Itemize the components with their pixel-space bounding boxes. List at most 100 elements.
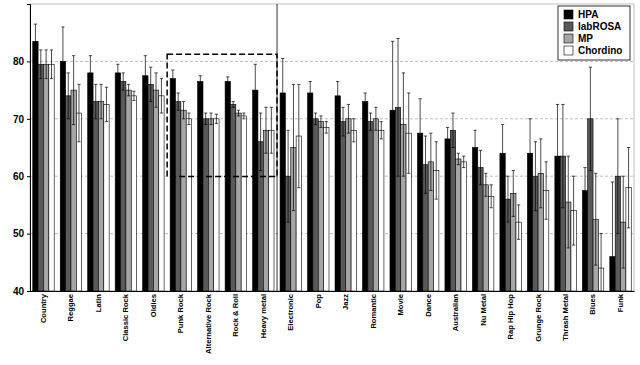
y-tick-label: 80: [13, 56, 25, 67]
y-tick-mark: [27, 61, 30, 62]
x-tick: Movie: [396, 291, 405, 316]
x-tick-label: Alternative Rock: [204, 293, 213, 354]
x-tick-label: Grunge Rock: [534, 293, 543, 341]
error-bar: [473, 130, 476, 164]
error-bar: [209, 113, 212, 124]
x-tick-label: Latin: [94, 294, 103, 313]
error-bar: [314, 113, 317, 124]
x-tick: Pop: [314, 291, 323, 308]
error-bar: [364, 93, 367, 110]
legend: HPAlabROSAMPChordino: [558, 6, 630, 60]
chart: 4050607080CountryReggaeLatinClassic Rock…: [0, 0, 640, 365]
error-bar: [479, 150, 482, 184]
error-bar: [583, 168, 586, 214]
bar: [461, 162, 466, 291]
bar: [198, 81, 203, 291]
error-bar: [484, 173, 487, 196]
error-bar: [171, 70, 174, 87]
bar: [126, 90, 131, 291]
y-tick: 50: [13, 228, 30, 239]
x-tick-label: Dance: [424, 294, 433, 317]
error-bar: [39, 50, 42, 79]
bar: [115, 73, 120, 291]
error-bar: [160, 79, 163, 113]
x-tick-label: Rock & Roll: [231, 294, 240, 337]
error-bar: [67, 73, 70, 119]
x-tick: Romantic: [369, 291, 378, 329]
bar: [263, 130, 268, 291]
x-tick-label: Rap Hip Hop: [506, 294, 515, 340]
error-bar: [506, 176, 509, 222]
bar: [472, 148, 477, 292]
bar: [38, 64, 43, 291]
error-bar: [429, 133, 432, 190]
bar: [241, 116, 246, 291]
legend-item: HPA: [564, 9, 598, 20]
x-tick: Punk Rock: [176, 291, 185, 333]
x-tick: Australian: [451, 291, 460, 331]
x-tick-label: Reggae: [66, 294, 75, 321]
bar: [153, 90, 158, 291]
y-tick-mark: [27, 119, 30, 120]
bar: [66, 96, 71, 291]
error-bar: [34, 24, 37, 58]
y-tick-mark: [27, 176, 30, 177]
error-bar: [77, 84, 80, 141]
y-tick-label: 60: [13, 171, 25, 182]
error-bar: [534, 142, 537, 211]
error-bars: [45, 50, 625, 268]
error-bar: [237, 110, 240, 116]
error-bar: [319, 116, 322, 127]
x-tick: Nu Metal: [479, 291, 488, 326]
x-tick: Grunge Rock: [534, 291, 543, 342]
error-bar: [341, 107, 344, 136]
error-bar: [599, 234, 602, 291]
y-axis: 4050607080: [13, 5, 31, 297]
bar: [483, 185, 488, 291]
error-bar: [396, 38, 399, 176]
legend-item: labROSA: [564, 21, 621, 32]
bar: [159, 96, 164, 291]
error-bar: [292, 84, 295, 210]
legend-label: MP: [578, 33, 593, 44]
error-bar: [287, 130, 290, 222]
bar: [181, 110, 186, 291]
x-tick-label: Oldies: [149, 294, 158, 317]
error-bar: [380, 122, 383, 139]
bar: [253, 90, 258, 291]
bar: [478, 168, 483, 291]
error-bar: [177, 93, 180, 110]
x-axis: CountryReggaeLatinClassic RockOldiesPunk…: [31, 291, 635, 354]
bar: [373, 119, 378, 291]
x-tick: Oldies: [149, 291, 158, 317]
bar: [445, 139, 450, 291]
x-tick-label: Nu Metal: [479, 294, 488, 326]
y-tick-label: 40: [13, 286, 25, 297]
plot-frame: [30, 4, 634, 291]
x-tick: Jazz: [341, 291, 350, 310]
error-bar: [457, 153, 460, 164]
x-tick: Electronic: [286, 291, 295, 331]
bar: [93, 102, 98, 291]
x-tick: Alternative Rock: [204, 291, 213, 354]
x-tick-label: Romantic: [369, 294, 378, 329]
bar: [335, 96, 340, 291]
error-bar: [556, 104, 559, 207]
error-bar: [567, 156, 570, 248]
error-bar: [512, 170, 515, 216]
error-bar: [144, 56, 147, 96]
error-bar: [407, 93, 410, 173]
error-bar: [451, 113, 454, 147]
legend-item: Chordino: [564, 45, 622, 56]
bar: [104, 104, 109, 291]
error-bar: [627, 148, 630, 228]
x-tick-label: Jazz: [341, 294, 350, 310]
series: [43, 64, 625, 291]
bar: [450, 130, 455, 291]
error-bar: [352, 119, 355, 142]
bar: [170, 79, 175, 291]
x-tick-label: Blues: [588, 294, 597, 315]
bar: [208, 119, 213, 291]
y-tick-mark: [27, 291, 30, 292]
x-tick: Funk: [616, 291, 625, 312]
